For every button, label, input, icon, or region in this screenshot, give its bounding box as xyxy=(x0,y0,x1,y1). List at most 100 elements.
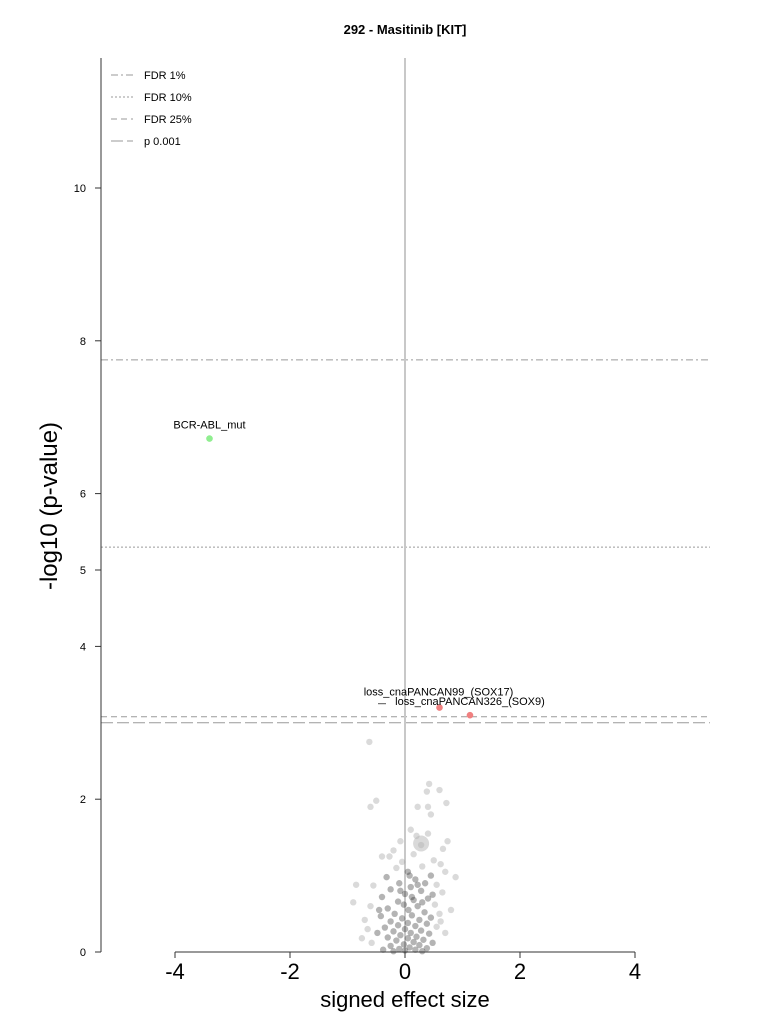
point-91 xyxy=(419,948,426,955)
highlight-point-1 xyxy=(436,704,443,711)
y-tick-label-5: 8 xyxy=(80,336,86,348)
point-45 xyxy=(394,898,402,905)
point-48 xyxy=(414,902,421,910)
point-100 xyxy=(429,891,436,898)
y-tick-label-1: 2 xyxy=(80,794,86,806)
point-60 xyxy=(387,918,394,925)
point-6 xyxy=(414,803,421,811)
point-29 xyxy=(452,873,459,881)
point-101 xyxy=(437,918,444,925)
point-61 xyxy=(404,919,412,927)
highlight-point-0 xyxy=(206,435,213,442)
point-55 xyxy=(377,912,385,920)
point-95 xyxy=(419,899,426,906)
point-66 xyxy=(381,924,389,931)
highlighted-points: BCR-ABL_mut loss_cnaPANCAN99_(SOX17)loss_… xyxy=(173,420,545,719)
point-18 xyxy=(378,853,386,860)
axes: 0 2 4 5 6 8 10 -4 -2 0 2 4 xyxy=(74,58,641,984)
point-87 xyxy=(396,945,403,953)
point-85 xyxy=(406,944,413,951)
point-31 xyxy=(412,876,419,883)
point-82 xyxy=(400,941,408,948)
point-22 xyxy=(398,858,406,866)
x-axis-label: signed effect size xyxy=(320,987,490,1012)
point-92 xyxy=(390,948,397,955)
point-39 xyxy=(417,887,425,895)
legend-label-2: FDR 25% xyxy=(144,114,192,126)
point-76 xyxy=(404,935,412,942)
x-tick-label-2: 0 xyxy=(399,959,411,984)
point-47 xyxy=(367,902,374,910)
point-58 xyxy=(416,916,423,924)
point-52 xyxy=(391,910,398,917)
point-96 xyxy=(397,887,404,895)
point-44 xyxy=(410,896,417,904)
point-77 xyxy=(420,936,427,943)
point-30 xyxy=(383,873,390,881)
x-tick-label-1: -2 xyxy=(280,959,300,984)
point-9 xyxy=(427,811,435,818)
point-69 xyxy=(390,928,397,935)
point-73 xyxy=(397,931,404,939)
point-88 xyxy=(412,946,419,953)
point-80 xyxy=(368,939,375,947)
y-tick-label-2: 4 xyxy=(80,641,86,653)
large-point-0 xyxy=(413,835,430,852)
legend-label-1: FDR 10% xyxy=(144,92,192,104)
point-53 xyxy=(436,910,443,917)
point-41 xyxy=(401,890,409,898)
point-0 xyxy=(366,738,373,746)
point-3 xyxy=(423,788,431,795)
point-25 xyxy=(393,864,400,872)
point-54 xyxy=(408,912,416,919)
point-24 xyxy=(419,863,426,870)
point-50 xyxy=(405,906,412,914)
point-79 xyxy=(410,938,417,946)
highlight-label-0: BCR-ABL_mut xyxy=(173,420,245,432)
point-8 xyxy=(443,799,450,807)
point-65 xyxy=(433,923,440,930)
point-49 xyxy=(384,905,391,912)
point-93 xyxy=(408,893,416,901)
point-42 xyxy=(378,893,386,901)
point-86 xyxy=(423,944,431,952)
point-74 xyxy=(413,933,420,940)
point-81 xyxy=(429,939,436,947)
point-21 xyxy=(430,857,437,864)
y-axis-label: -log10 (p-value) xyxy=(36,422,63,590)
point-62 xyxy=(423,920,431,927)
point-12 xyxy=(424,830,432,837)
legend: FDR 1% FDR 10% FDR 25% p 0.001 xyxy=(111,70,192,148)
point-83 xyxy=(416,941,423,949)
point-59 xyxy=(361,916,368,924)
x-tick-label-0: -4 xyxy=(165,959,185,984)
point-40 xyxy=(439,889,446,896)
point-57 xyxy=(398,915,406,922)
highlight-label-2: loss_cnaPANCAN326_(SOX9) xyxy=(395,696,545,708)
point-104 xyxy=(358,935,366,942)
point-72 xyxy=(425,930,433,937)
highlight-point-2 xyxy=(466,711,474,719)
point-33 xyxy=(421,880,429,887)
point-68 xyxy=(417,927,425,934)
point-1 xyxy=(425,780,433,788)
point-16 xyxy=(439,845,447,853)
point-35 xyxy=(352,881,360,888)
point-103 xyxy=(442,929,449,937)
point-84 xyxy=(387,942,394,950)
chart-title: 292 - Masitinib [KIT] xyxy=(344,22,467,37)
point-36 xyxy=(370,882,377,889)
point-64 xyxy=(412,922,419,930)
legend-label-0: FDR 1% xyxy=(144,70,186,82)
point-26 xyxy=(404,868,412,875)
point-32 xyxy=(396,880,403,887)
point-102 xyxy=(364,925,371,933)
highlight-label-1: loss_cnaPANCAN99_(SOX17) xyxy=(364,687,514,699)
point-71 xyxy=(374,929,381,937)
point-97 xyxy=(414,881,421,888)
y-tick-label-0: 0 xyxy=(80,947,86,959)
x-tick-label-4: 4 xyxy=(629,959,641,984)
point-23 xyxy=(437,860,444,868)
